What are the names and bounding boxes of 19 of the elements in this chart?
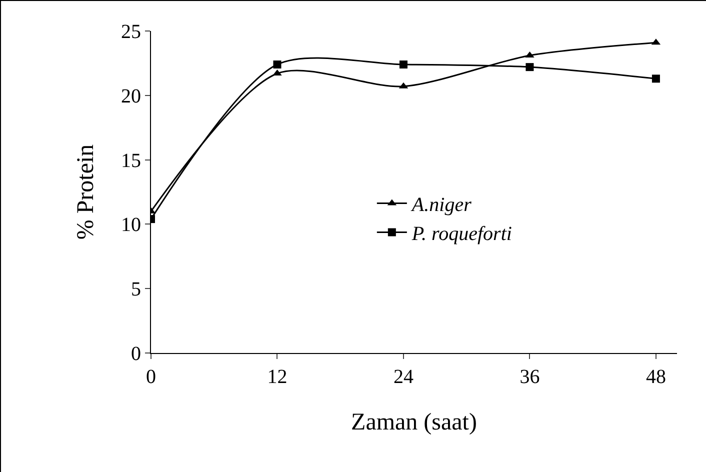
x-tick-label: 0 <box>146 366 156 388</box>
y-tick-label: 0 <box>131 343 141 365</box>
y-tick-label: 5 <box>131 278 141 301</box>
point <box>526 63 534 72</box>
x-axis-title: Zaman (saat) <box>351 409 477 436</box>
legend-label: P. roqueforti <box>410 223 512 246</box>
y-tick-label: 25 <box>121 21 141 43</box>
x-tick-label: 24 <box>393 366 414 388</box>
point <box>652 74 660 83</box>
y-axis-title: % Protein <box>73 144 100 240</box>
legend-label: A.niger <box>410 194 472 216</box>
y-tick-label: 15 <box>121 150 141 172</box>
point <box>273 60 282 68</box>
y-tick-label: 20 <box>121 85 141 108</box>
x-tick-label: 12 <box>267 366 288 388</box>
point <box>399 60 408 68</box>
x-tick-label: 36 <box>520 366 540 388</box>
y-tick-label: 10 <box>121 214 141 236</box>
x-tick-label: 48 <box>646 366 666 388</box>
